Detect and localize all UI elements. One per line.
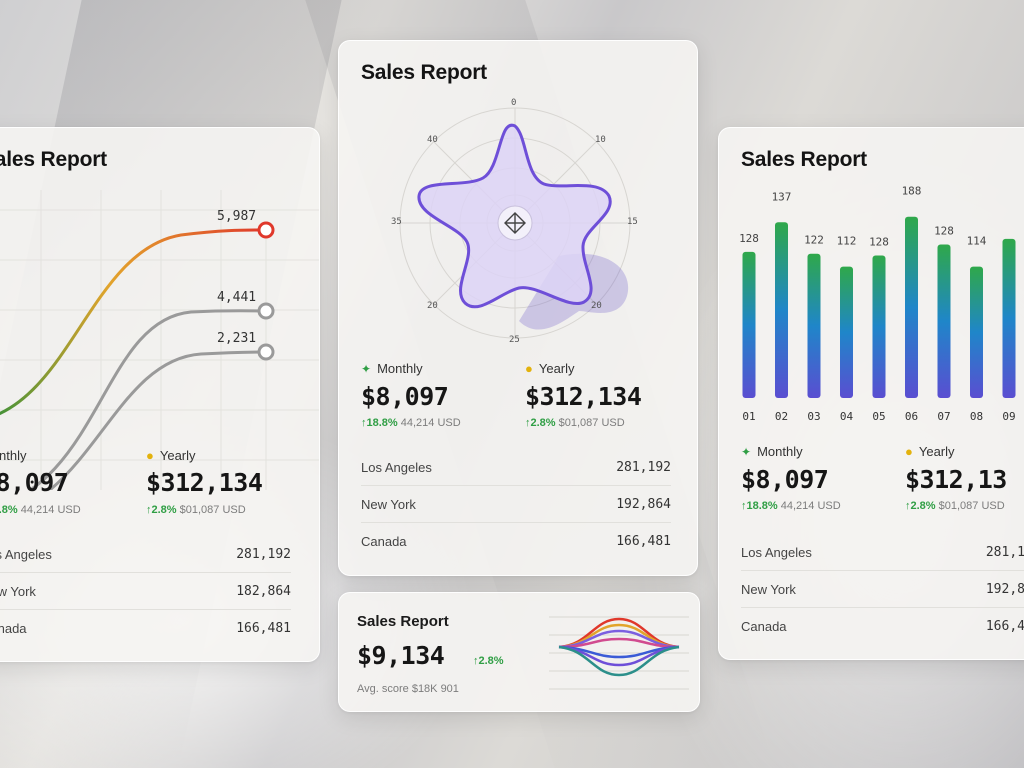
bar-value-label: 128 [739,232,759,245]
sparkle-icon: ✦ [361,361,372,376]
bar-value-label: 137 [772,190,792,203]
bar-08[interactable] [970,266,983,398]
card-title: Sales Report [741,148,867,171]
bar-value-label: 122 [804,234,824,247]
coin-icon: ● [146,448,154,463]
bar-05[interactable] [872,255,886,398]
bar-category-label: 08 [970,410,983,423]
bar-category-label: 07 [937,410,950,423]
bar-category-label: 02 [775,410,788,423]
radar-axis-label: 35 [391,217,402,227]
bar-category-label: 05 [872,410,885,423]
yearly-label: ● Yearly [146,448,196,463]
line-value-label: 4,441 [217,290,256,305]
line-chart: 5,987 4,441 2,231 [0,190,319,490]
radar-axis-label: 10 [595,135,606,145]
bar-value-label: 128 [869,236,889,249]
bar-value-label: 188 [902,185,922,198]
bar-03[interactable] [807,253,821,398]
list-item[interactable]: Los Angeles 281,1 [741,534,1024,571]
region-list: Los Angeles 281,1 New York 192,8 Canada 166… [741,534,1024,644]
series-line-3 [47,350,267,490]
monthly-value: $8,097 [741,465,829,494]
bar-value-label: 128 [934,224,954,237]
bar-06[interactable] [905,216,918,398]
bar-category-label: 01 [742,410,755,423]
mini-value: $9,134 [357,641,445,670]
monthly-value: $8,097 [0,468,69,497]
yearly-label: ● Yearly [905,444,955,459]
series-line-1 [0,228,267,415]
coin-icon: ● [525,361,533,376]
bar-07[interactable] [937,244,951,398]
bar-value-label: 112 [837,235,857,248]
card-title: Sales Report [357,613,449,630]
series-line-2 [27,309,267,490]
bar-04[interactable] [840,266,853,398]
yearly-subtext: ↑2.8% $01,087 USD [525,417,625,429]
bar-value-label: 114 [967,235,987,248]
list-item[interactable]: Canada 166,4 [741,618,1024,634]
radar-axis-label: 25 [509,335,520,345]
chart-grid [549,616,689,690]
list-item[interactable]: New York 192,864 [361,486,671,523]
monthly-subtext: ↑18.8% 44,214 USD [0,504,81,516]
radar-axis-label: 0 [511,98,516,108]
bar-category-label: 09 [1002,410,1015,423]
line-value-label: 5,987 [217,209,256,224]
bar-category-label: 04 [840,410,854,423]
radar-axis-label: 15 [627,217,638,227]
bar-01[interactable] [742,251,756,398]
list-item[interactable]: New York 192,8 [741,571,1024,608]
wave-lines [558,617,680,677]
series-end-marker[interactable] [257,302,275,320]
radar-axis-label: 40 [427,135,438,145]
bar-09[interactable] [1002,238,1016,398]
monthly-subtext: ↑18.8% 44,214 USD [741,500,841,512]
chart-grid [0,190,319,490]
bar-category-label: 03 [807,410,820,423]
yearly-subtext: ↑2.8% $01,087 USD [146,504,246,516]
monthly-value: $8,097 [361,382,449,411]
card-title: Sales Report [0,148,107,171]
monthly-label: ✦ Monthly [741,444,803,459]
bar-chart: 128 01 137 02 122 03 112 04 128 05 188 06 128 07 114 08… [739,185,1016,423]
yearly-value: $312,13 [905,465,1007,494]
sales-report-card-left: Sales Report 5,987 4,441 2,231 Monthly $… [0,127,320,662]
line-value-label: 2,231 [217,331,256,346]
diamond-icon [497,205,533,241]
sales-report-card-center: Sales Report 0 10 15 20 25 20 35 40 ✦ Mo… [338,40,698,576]
monthly-label: Monthly [0,448,27,463]
bar-category-label: 06 [905,410,918,423]
sparkle-icon: ✦ [741,444,752,459]
mini-change: ↑2.8% [473,655,504,667]
series-end-marker[interactable] [257,221,275,239]
sales-report-card-right: Sales Report 128 01 137 02 122 03 112 04 128 05 18… [718,127,1024,660]
monthly-label: ✦ Monthly [361,361,423,376]
yearly-value: $312,134 [525,382,642,411]
bar-02[interactable] [775,222,788,398]
yearly-value: $312,134 [146,468,263,497]
radar-axis-label: 20 [591,301,602,311]
yearly-label: ● Yearly [525,361,575,376]
radar-chart: 0 10 15 20 25 20 35 40 [391,98,638,345]
wave-chart [549,616,689,690]
region-list: Los Angeles 281,192 New York 192,864 Canad… [361,449,671,559]
series-end-marker[interactable] [257,343,275,361]
coin-icon: ● [905,444,913,459]
radar-axis-label: 20 [427,301,438,311]
monthly-subtext: ↑18.8% 44,214 USD [361,417,461,429]
card-title: Sales Report [361,61,487,84]
mini-note: Avg. score $18K 901 [357,683,459,695]
sales-report-mini-card: Sales Report $9,134 ↑2.8% Avg. score $18… [338,592,700,712]
yearly-subtext: ↑2.8% $01,087 USD [905,500,1005,512]
